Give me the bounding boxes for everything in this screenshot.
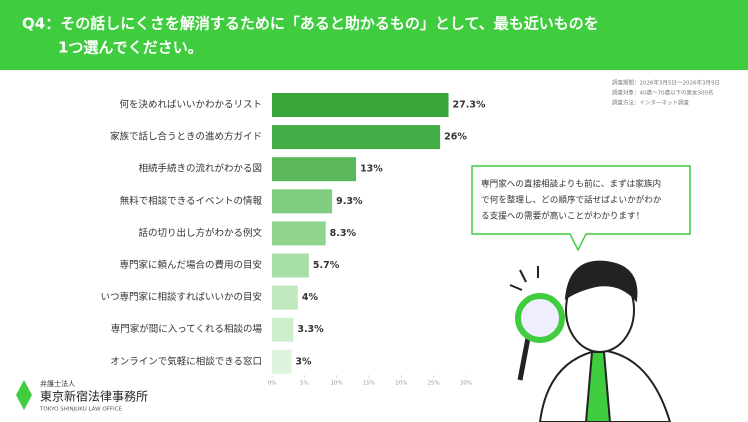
value-label: 26% xyxy=(444,132,467,143)
bubble-line: で何を整理し、どの順序で話せばよいかがわか xyxy=(481,194,662,206)
illustration xyxy=(509,260,672,422)
survey-info: 調査期間：2026年3月5日～2026年3月9日 xyxy=(612,79,720,87)
bar xyxy=(272,253,309,278)
x-tick-label: 30% xyxy=(460,381,472,387)
bubble-line: 専門家への直接相談よりも前に、まずは家族内 xyxy=(481,178,661,190)
bar xyxy=(272,93,449,117)
x-tick-label: 15% xyxy=(363,381,375,387)
logo: 弁護士法人 東京新宿法律事務所 TOKYO SHINJUKU LAW OFFIC… xyxy=(16,379,148,413)
survey-info: 調査対象：40歳〜70歳以下の男女300名 xyxy=(612,89,714,97)
value-label: 27.3% xyxy=(453,100,486,111)
value-label: 3% xyxy=(295,356,312,367)
category-label: 専門家が間に入ってくれる相談の場 xyxy=(111,323,263,335)
category-label: 相続手続きの流れがわかる図 xyxy=(138,163,262,175)
category-label: 専門家に頼んだ場合の費用の目安 xyxy=(119,259,262,271)
bar xyxy=(272,189,333,214)
x-tick-label: 20% xyxy=(395,381,407,387)
category-label: 話の切り出し方がわかる例文 xyxy=(138,227,262,239)
x-tick-label: 0% xyxy=(268,381,277,387)
x-tick-label: 10% xyxy=(331,381,343,387)
title-line: 1つ選んでください。 xyxy=(58,39,203,57)
survey-info: 調査方法：インターネット調査 xyxy=(612,99,690,107)
value-label: 13% xyxy=(360,164,383,175)
category-label: 何を決めればいいかわかるリスト xyxy=(119,99,262,111)
header-band xyxy=(0,0,748,70)
value-label: 4% xyxy=(302,292,319,303)
x-tick-label: 25% xyxy=(428,381,440,387)
value-label: 9.3% xyxy=(336,196,363,207)
x-tick-label: 5% xyxy=(300,381,309,387)
value-label: 5.7% xyxy=(313,260,340,271)
speech-bubble: 専門家への直接相談よりも前に、まずは家族内 で何を整理し、どの順序で話せばよいか… xyxy=(471,165,691,252)
bar xyxy=(272,157,357,182)
bubble-line: る支援への需要が高いことがわかります！ xyxy=(481,210,644,222)
bar xyxy=(272,221,326,246)
logo-sub: 弁護士法人 xyxy=(40,379,75,388)
bar xyxy=(272,349,292,374)
logo-name: 東京新宿法律事務所 xyxy=(40,389,148,404)
bar xyxy=(272,285,298,310)
category-label: オンラインで気軽に相談できる窓口 xyxy=(110,355,262,367)
value-label: 8.3% xyxy=(330,228,357,239)
bar xyxy=(272,125,441,150)
title-line: Q4：その話しにくさを解消するために「あると助かるもの」として、最も近いものを xyxy=(22,15,599,33)
bar xyxy=(272,317,294,342)
value-label: 3.3% xyxy=(297,324,324,335)
category-label: 家族で話し合うときの進め方ガイド xyxy=(110,131,262,143)
logo-english: TOKYO SHINJUKU LAW OFFICE xyxy=(39,407,122,413)
category-label: いつ専門家に相談すればいいかの目安 xyxy=(100,291,262,303)
category-label: 無料で相談できるイベントの情報 xyxy=(120,195,263,207)
